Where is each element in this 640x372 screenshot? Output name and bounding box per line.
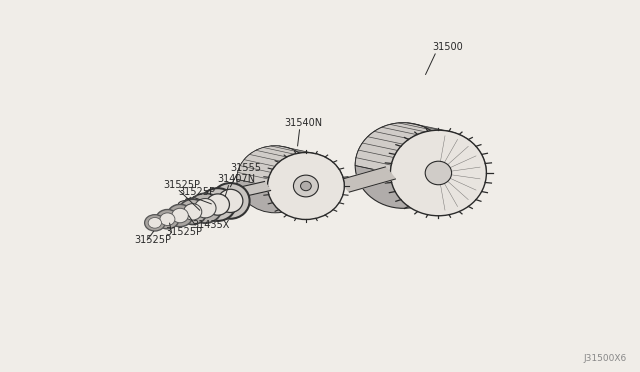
Ellipse shape bbox=[145, 215, 165, 231]
Ellipse shape bbox=[218, 189, 243, 212]
Ellipse shape bbox=[390, 130, 486, 216]
Polygon shape bbox=[339, 167, 396, 192]
Ellipse shape bbox=[189, 193, 222, 223]
Text: 31525P: 31525P bbox=[163, 180, 200, 190]
Text: 31500: 31500 bbox=[432, 42, 463, 52]
Ellipse shape bbox=[237, 146, 314, 213]
Polygon shape bbox=[237, 146, 344, 186]
Ellipse shape bbox=[148, 218, 161, 228]
Text: 31555: 31555 bbox=[230, 163, 261, 173]
Ellipse shape bbox=[167, 204, 193, 227]
Ellipse shape bbox=[293, 175, 319, 197]
Text: J31500X6: J31500X6 bbox=[584, 354, 627, 363]
Ellipse shape bbox=[301, 181, 311, 191]
Text: 31525P: 31525P bbox=[134, 234, 172, 244]
Polygon shape bbox=[355, 123, 486, 173]
Text: 31407N: 31407N bbox=[218, 174, 256, 184]
Text: 31525P: 31525P bbox=[178, 187, 215, 197]
Ellipse shape bbox=[160, 213, 175, 225]
Ellipse shape bbox=[179, 199, 207, 225]
Polygon shape bbox=[186, 182, 271, 208]
Ellipse shape bbox=[184, 203, 202, 220]
Ellipse shape bbox=[211, 183, 250, 219]
Text: 31540N: 31540N bbox=[285, 118, 323, 128]
Ellipse shape bbox=[200, 188, 236, 221]
Ellipse shape bbox=[172, 208, 188, 223]
Ellipse shape bbox=[355, 123, 451, 208]
Ellipse shape bbox=[425, 161, 452, 185]
Text: 31525P: 31525P bbox=[165, 227, 202, 237]
Ellipse shape bbox=[179, 200, 199, 208]
Ellipse shape bbox=[156, 209, 179, 229]
Ellipse shape bbox=[206, 194, 230, 215]
Ellipse shape bbox=[268, 153, 344, 219]
Text: 31435X: 31435X bbox=[192, 219, 229, 230]
Ellipse shape bbox=[195, 199, 216, 218]
